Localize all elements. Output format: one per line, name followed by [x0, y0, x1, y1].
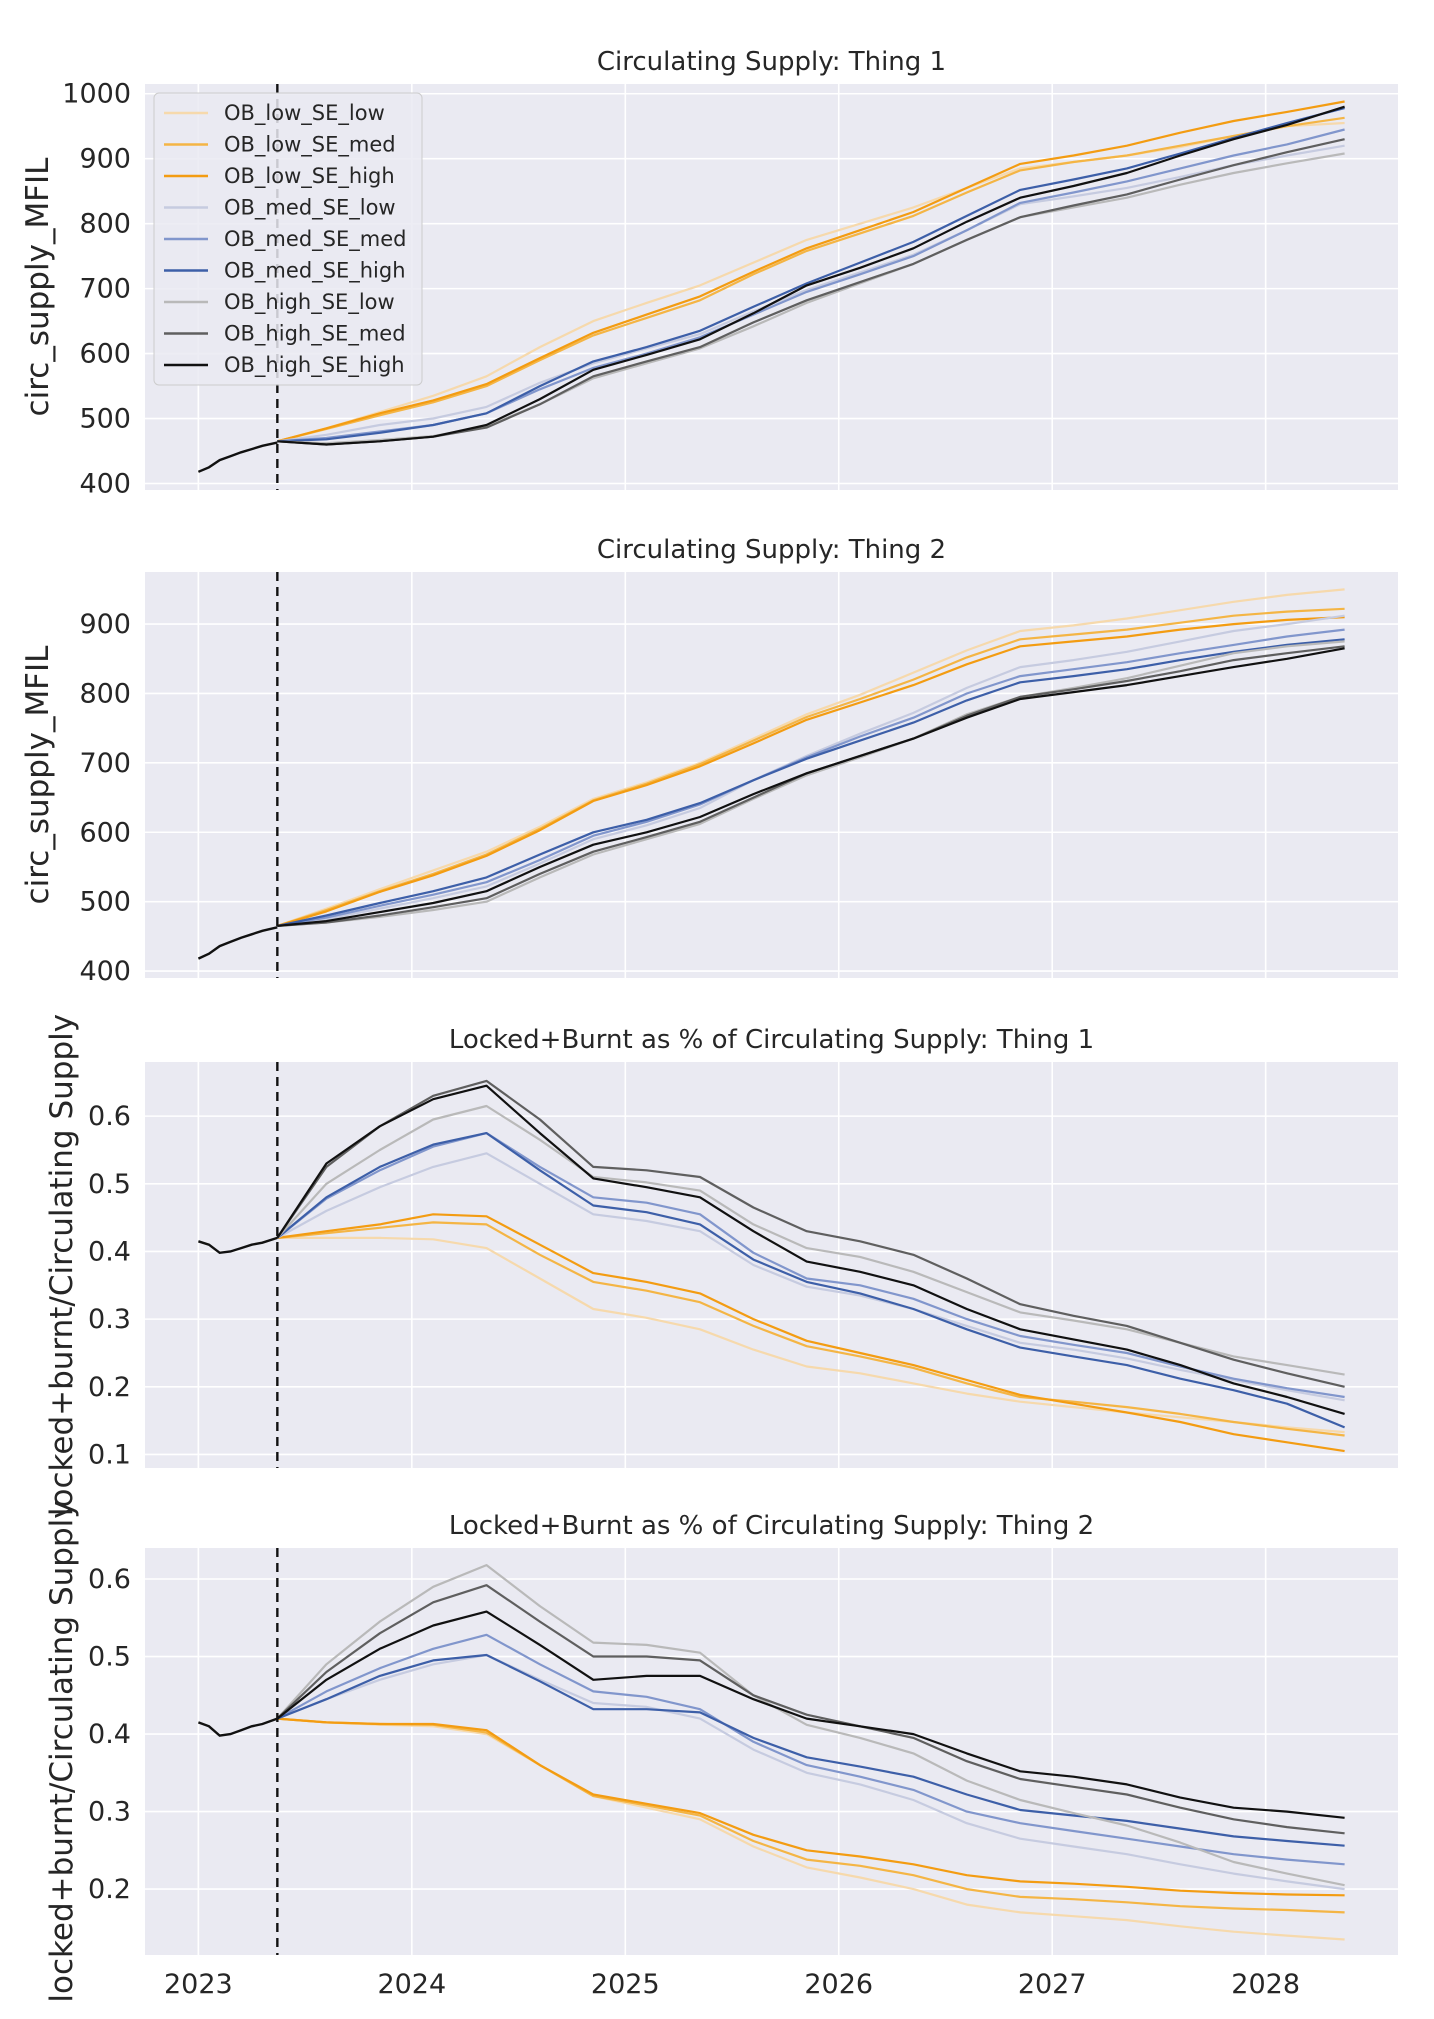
- series-line-ob-high-se-high: [277, 105, 1345, 446]
- y-axis-label: circ_supply_MFIL: [20, 645, 56, 905]
- series-line-ob-med-se-med: [277, 628, 1345, 927]
- chart-panel-2: 400 500 600 700 800 900 Circulating Supply: Th…: [20, 535, 1398, 987]
- series-line-ob-low-se-med: [277, 116, 1345, 443]
- series-line-ob-med-se-low: [276, 1152, 1345, 1402]
- y-tick-label: 800: [79, 678, 131, 709]
- legend-entry: OB_med_SE_low: [224, 196, 396, 221]
- series-line-ob-high-se-med: [276, 1079, 1345, 1388]
- y-tick-label: 500: [79, 404, 131, 435]
- series-line-ob-med-se-low: [276, 1653, 1345, 1891]
- series-line-ob-med-se-low: [277, 144, 1345, 443]
- chart-title: Circulating Supply: Thing 2: [597, 535, 946, 565]
- y-tick-label: 0.1: [88, 1439, 131, 1470]
- y-tick-label: 0.3: [88, 1797, 131, 1828]
- y-tick-label: 0.2: [88, 1874, 131, 1905]
- x-tick-label: 2024: [377, 1969, 446, 2000]
- y-tick-label: 0.5: [88, 1169, 131, 1200]
- legend-entry: OB_low_SE_med: [224, 133, 396, 158]
- series-line-ob-high-se-med: [276, 1584, 1345, 1835]
- y-tick-label: 0.3: [88, 1304, 131, 1335]
- y-tick-label: 400: [79, 956, 131, 987]
- series-line-ob-med-se-high: [276, 1132, 1346, 1429]
- series-line-ob-low-se-high: [277, 1717, 1345, 1897]
- history-line: [197, 441, 278, 473]
- x-tick-label: 2027: [1018, 1969, 1087, 2000]
- series-line-ob-low-se-high: [277, 1213, 1345, 1453]
- chart-title: Locked+Burnt as % of Circulating Supply:…: [449, 1025, 1094, 1055]
- series-line-ob-low-se-high: [277, 100, 1345, 443]
- y-tick-label: 400: [79, 469, 131, 500]
- series-group: [198, 1079, 1346, 1453]
- chart-panel-3: 0.1 0.2 0.3 0.4 0.5 0.6 Locked+Burnt as % of C…: [44, 1014, 1398, 1516]
- series-line-ob-low-se-high: [276, 616, 1345, 927]
- plot-area: [145, 1062, 1398, 1468]
- history-line: [197, 926, 278, 960]
- series-group: [197, 588, 1345, 960]
- plot-area: [145, 1548, 1398, 1955]
- series-line-ob-med-se-high: [277, 106, 1345, 443]
- y-tick-label: 900: [79, 609, 131, 640]
- legend-entry: OB_med_SE_high: [224, 259, 406, 284]
- legend-entry: OB_high_SE_high: [224, 353, 405, 378]
- y-axis-label: locked+burnt/Circulating Supply: [44, 1500, 80, 2002]
- y-tick-label: 0.4: [88, 1719, 131, 1750]
- x-tick-label: 2028: [1231, 1969, 1300, 2000]
- series-group: [197, 1564, 1345, 1941]
- legend-entry: OB_high_SE_low: [224, 290, 395, 315]
- x-tick-label: 2026: [804, 1969, 873, 2000]
- y-tick-label: 700: [79, 274, 131, 305]
- series-line-ob-med-se-med: [276, 1132, 1345, 1399]
- series-line-ob-high-se-high: [276, 1610, 1345, 1819]
- y-tick-label: 0.2: [88, 1372, 131, 1403]
- y-tick-label: 800: [79, 209, 131, 240]
- y-tick-label: 0.4: [88, 1236, 131, 1267]
- y-tick-label: 1000: [62, 79, 131, 110]
- history-line: [198, 1236, 278, 1255]
- legend: OB_low_SE_low OB_low_SE_med OB_low_SE_high…: [153, 92, 423, 386]
- y-axis-label: locked+burnt/Circulating Supply: [44, 1014, 80, 1516]
- chart-title: Circulating Supply: Thing 1: [597, 47, 946, 77]
- chart-panel-4: 2023 2024 2025 2026 2027 2028 0.2 0.3 0.4 0.5 0.6 L…: [44, 1500, 1398, 2003]
- series-line-ob-med-se-high: [276, 1653, 1345, 1847]
- legend-entry: OB_low_SE_high: [224, 164, 395, 189]
- y-tick-label: 600: [79, 339, 131, 370]
- series-line-ob-med-se-high: [277, 638, 1345, 927]
- legend-entry: OB_low_SE_low: [224, 101, 385, 126]
- series-group: [197, 100, 1345, 473]
- series-line-ob-high-se-high: [276, 1084, 1345, 1415]
- y-tick-label: 0.6: [88, 1101, 131, 1132]
- x-tick-label: 2023: [164, 1969, 233, 2000]
- history-line: [197, 1717, 278, 1737]
- legend-box: [153, 92, 423, 386]
- legend-entry: OB_high_SE_med: [224, 322, 406, 347]
- y-tick-label: 500: [79, 887, 131, 918]
- y-tick-label: 0.5: [88, 1642, 131, 1673]
- series-line-ob-low-se-low: [276, 588, 1345, 927]
- y-axis-label: circ_supply_MFIL: [20, 157, 56, 417]
- y-tick-label: 600: [79, 817, 131, 848]
- series-line-ob-low-se-med: [277, 1717, 1345, 1914]
- chart-title: Locked+Burnt as % of Circulating Supply:…: [449, 1511, 1094, 1541]
- series-line-ob-low-se-low: [277, 1236, 1345, 1434]
- series-line-ob-high-se-high: [277, 647, 1345, 927]
- series-line-ob-low-se-med: [276, 607, 1345, 927]
- y-tick-label: 700: [79, 748, 131, 779]
- legend-entry: OB_med_SE_med: [224, 227, 406, 252]
- y-tick-label: 900: [79, 144, 131, 175]
- series-line-ob-high-se-low: [276, 1564, 1345, 1887]
- series-line-ob-low-se-low: [277, 1717, 1345, 1941]
- series-line-ob-high-se-low: [277, 640, 1345, 927]
- series-line-ob-low-se-med: [277, 1221, 1345, 1437]
- y-tick-label: 0.6: [88, 1564, 131, 1595]
- series-line-ob-med-se-med: [276, 1633, 1345, 1866]
- series-line-ob-med-se-low: [277, 614, 1345, 927]
- x-tick-label: 2025: [591, 1969, 660, 2000]
